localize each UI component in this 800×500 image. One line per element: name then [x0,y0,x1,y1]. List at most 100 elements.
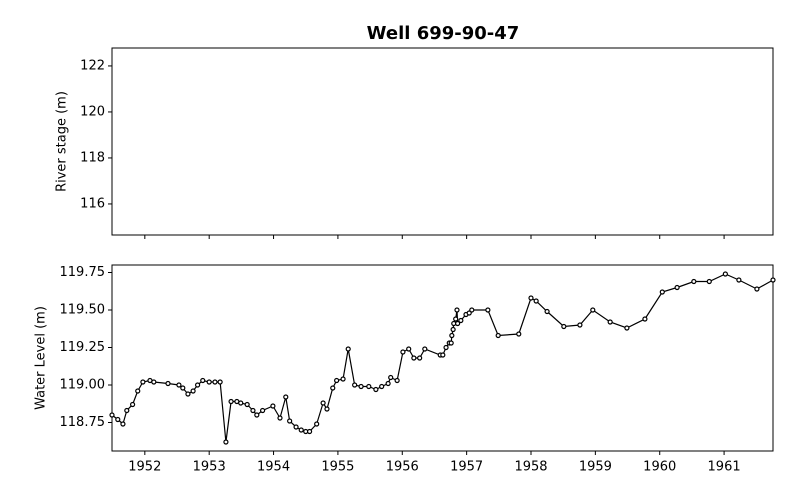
x-tick-label: 1960 [643,460,676,475]
data-point [212,379,218,385]
x-tick-label: 1953 [193,460,226,475]
data-point [406,346,412,352]
data-point [624,325,630,331]
y-axis-label: River stage (m) [55,91,70,192]
data-point [244,401,250,408]
data-point [469,307,475,313]
data-point [455,320,461,327]
y-tick-label: 119.00 [60,378,106,393]
y-axis-label: Water Level (m) [34,306,49,410]
data-point [223,439,229,445]
data-point [340,376,346,382]
y-tick-label: 118.75 [60,415,106,430]
y-tick-label: 119.50 [60,303,106,318]
data-point [165,380,171,387]
data-point [454,307,460,313]
data-point [345,346,351,352]
data-point [736,277,742,283]
data-point [754,286,760,292]
data-point [533,298,539,304]
x-tick-label: 1954 [257,460,290,475]
data-point [324,406,330,412]
data-point [607,319,613,325]
data-point [298,427,304,433]
data-point [561,323,567,330]
data-point [330,385,336,391]
data-point [250,407,256,414]
data-point [306,428,313,435]
data-point [314,421,320,427]
data-point [228,398,234,405]
data-point [495,332,501,339]
data-point [544,308,550,315]
data-point [200,377,206,384]
data-point [254,412,260,418]
data-point [691,278,697,285]
data-point [443,344,449,351]
data-point [388,374,394,381]
data-point [320,400,326,406]
data-point [140,379,146,385]
x-tick-label: 1957 [450,460,483,475]
data-point [124,407,130,414]
data-point [135,388,141,394]
data-point [151,379,157,385]
data-point [590,307,596,313]
data-point [449,332,455,339]
data-point [394,377,400,384]
x-tick-label: 1958 [514,460,547,475]
data-point [448,340,454,346]
x-tick-label: 1952 [128,460,161,475]
data-point [422,346,428,352]
data-point [770,277,776,283]
plot-area [111,47,774,236]
data-point [195,382,201,388]
data-point [270,403,276,409]
data-point [458,317,464,324]
data-point [440,352,446,358]
data-point [115,416,121,423]
y-tick-label: 119.25 [60,340,106,355]
y-tick-label: 120 [80,104,105,119]
y-tick-label: 116 [80,196,105,211]
data-point [577,322,583,328]
x-tick-label: 1956 [386,460,419,475]
data-point [453,316,459,322]
y-tick-label: 122 [80,58,105,73]
data-point [400,349,406,355]
plot-area [111,264,774,452]
data-point [528,295,534,301]
data-point [674,284,680,291]
data-point [450,326,456,333]
data-point [293,424,299,430]
data-point [659,289,665,295]
data-point [366,383,372,390]
data-point [358,383,364,390]
y-tick-label: 119.75 [60,265,106,280]
data-point [129,401,136,408]
data-point [379,383,385,390]
data-point [352,382,358,388]
x-tick-label: 1955 [321,460,354,475]
data-point [260,407,266,414]
data-point [283,394,289,400]
data-point [206,379,212,385]
data-point [642,316,648,322]
data-point [287,418,293,424]
x-tick-label: 1959 [579,460,612,475]
data-point [176,382,182,388]
y-tick-label: 118 [80,150,105,165]
data-point [180,385,186,391]
figure-title: Well 699-90-47 [367,23,520,44]
data-point [706,278,712,285]
data-point [373,386,379,393]
data-point [109,412,115,418]
data-point [485,307,491,313]
data-point [411,355,417,361]
data-point [238,400,244,406]
data-point [516,331,522,337]
data-point [277,415,283,421]
data-point [385,380,391,387]
